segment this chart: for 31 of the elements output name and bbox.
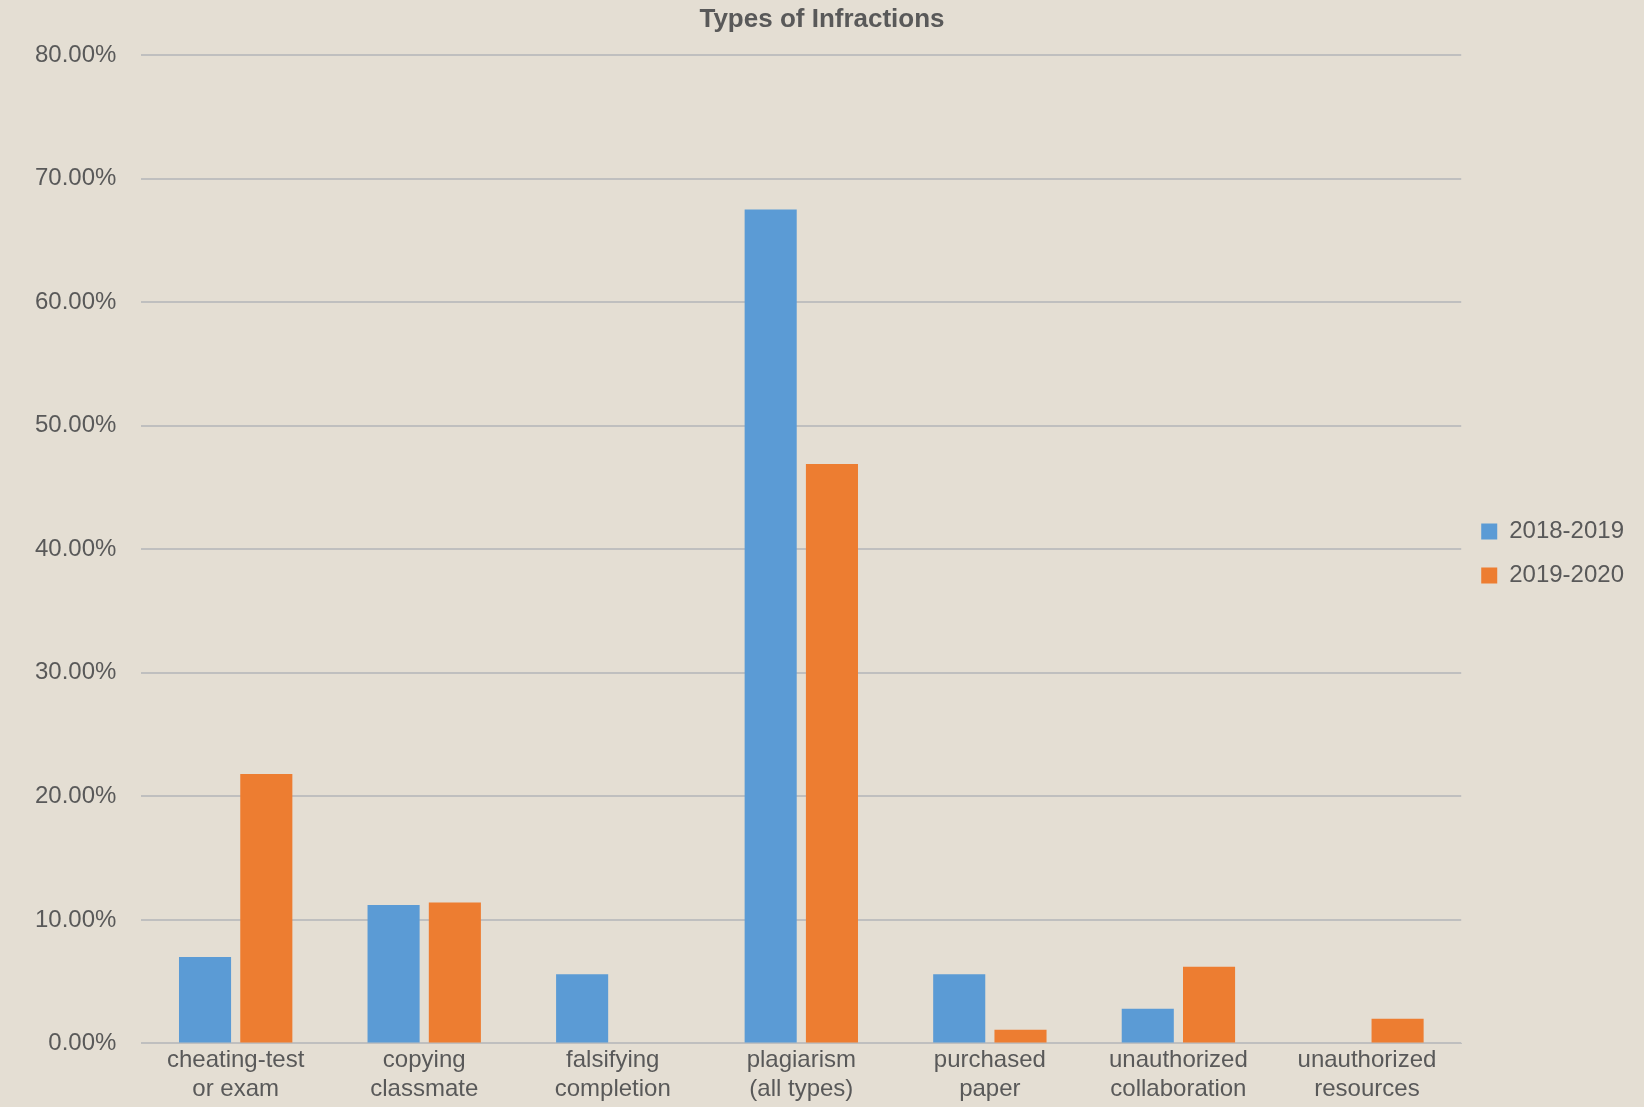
bar xyxy=(1183,966,1236,1043)
x-tick-label: copying classmate xyxy=(370,1045,479,1102)
bar xyxy=(933,974,986,1043)
bar xyxy=(1371,1018,1424,1043)
legend-label: 2018-2019 xyxy=(1509,516,1625,544)
bar xyxy=(805,464,858,1043)
y-tick-label: 30.00% xyxy=(34,657,117,685)
bar xyxy=(428,902,481,1043)
bar xyxy=(556,974,609,1043)
y-tick-label: 10.00% xyxy=(34,904,117,932)
y-tick-label: 40.00% xyxy=(34,533,117,561)
y-tick-label: 80.00% xyxy=(34,39,117,67)
bar xyxy=(1121,1008,1174,1043)
y-tick-label: 50.00% xyxy=(34,410,117,438)
x-tick-label: unauthorized collaboration xyxy=(1109,1045,1248,1102)
y-tick-label: 0.00% xyxy=(48,1028,117,1056)
y-tick-label: 20.00% xyxy=(34,780,117,808)
bar xyxy=(178,956,232,1043)
x-tick-label: falsifying completion xyxy=(554,1045,671,1102)
y-tick-label: 70.00% xyxy=(34,163,117,191)
x-tick-label: purchased paper xyxy=(933,1045,1046,1102)
bar xyxy=(994,1029,1047,1043)
x-tick-label: cheating-test or exam xyxy=(166,1045,305,1102)
bar xyxy=(744,209,797,1043)
x-tick-label: plagiarism (all types) xyxy=(746,1045,856,1102)
y-tick-label: 60.00% xyxy=(34,286,117,314)
bar xyxy=(240,774,293,1043)
bar xyxy=(367,905,420,1043)
legend-label: 2019-2020 xyxy=(1509,560,1625,588)
chart-title: Types of Infractions xyxy=(699,2,945,33)
x-tick-label: unauthorized resources xyxy=(1297,1045,1437,1102)
